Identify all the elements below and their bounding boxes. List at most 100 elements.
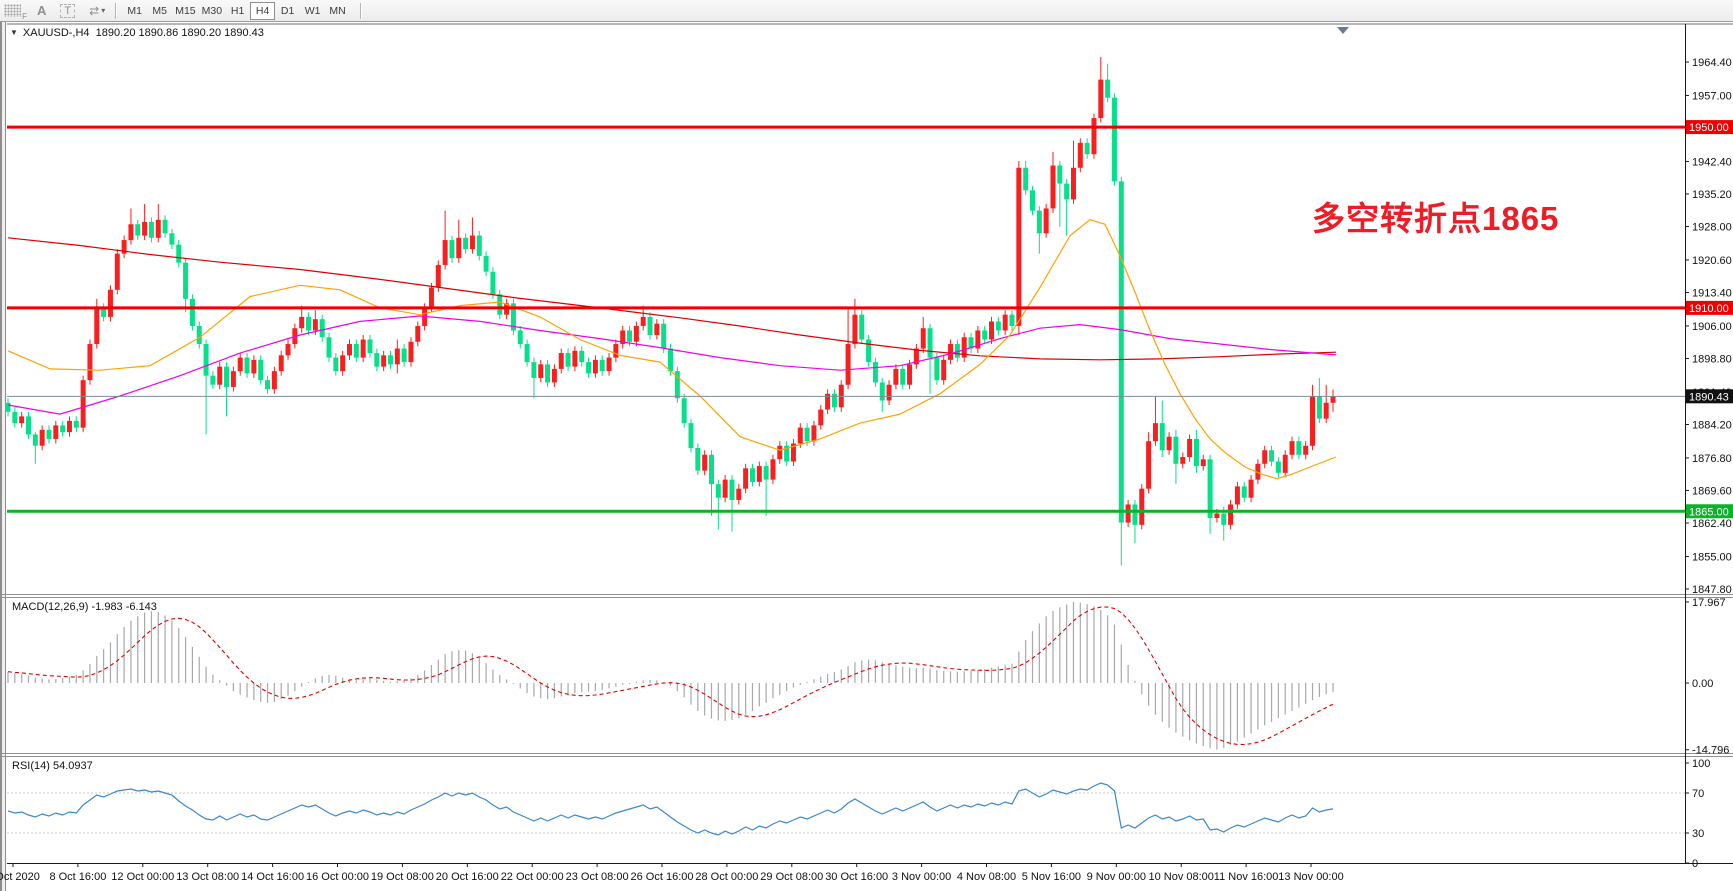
candle-up bbox=[1016, 167, 1022, 326]
candle-up bbox=[975, 330, 981, 349]
time-axis-label: 20 Oct 16:00 bbox=[436, 871, 499, 883]
candle-up bbox=[989, 321, 995, 340]
candle-up bbox=[237, 357, 243, 372]
macd-histogram-bar bbox=[1298, 683, 1300, 708]
timeframe-button-m30[interactable]: M30 bbox=[201, 5, 223, 17]
time-axis[interactable] bbox=[7, 863, 1685, 883]
timeframe-button-m1[interactable]: M1 bbox=[127, 5, 142, 17]
candle-down bbox=[934, 357, 940, 381]
candle-up bbox=[347, 344, 352, 356]
candle-down bbox=[1173, 436, 1179, 464]
candle-up bbox=[94, 307, 100, 345]
draw-arrows-icon[interactable]: ⇄ bbox=[89, 3, 99, 18]
candle-down bbox=[196, 325, 202, 345]
candle-up bbox=[1180, 457, 1186, 464]
candle-up bbox=[217, 366, 223, 385]
time-axis-label: 12 Oct 00:00 bbox=[111, 871, 174, 883]
candle-down bbox=[319, 319, 325, 338]
timeframe-button-d1[interactable]: D1 bbox=[280, 5, 295, 17]
candle-down bbox=[32, 434, 38, 446]
candle-down bbox=[162, 219, 168, 234]
candle-down bbox=[763, 466, 769, 480]
macd-histogram-bar bbox=[827, 673, 829, 683]
ohlc-collapse-arrow-icon[interactable]: ▼ bbox=[10, 28, 18, 37]
macd-panel[interactable] bbox=[7, 598, 1685, 753]
macd-histogram-bar bbox=[157, 612, 159, 683]
candle-up bbox=[340, 355, 346, 372]
macd-histogram-bar bbox=[710, 683, 713, 719]
macd-histogram-bar bbox=[144, 612, 146, 683]
candle-down bbox=[1009, 314, 1015, 326]
macd-histogram-bar bbox=[465, 650, 467, 683]
candle-up bbox=[1091, 118, 1097, 155]
candle-up bbox=[66, 420, 72, 433]
candle-down bbox=[579, 350, 585, 363]
macd-histogram-bar bbox=[485, 663, 487, 683]
timeframe-button-m15[interactable]: M15 bbox=[175, 5, 196, 17]
macd-histogram-bar bbox=[622, 683, 624, 685]
macd-histogram-bar bbox=[164, 615, 166, 683]
open-value: 1890.20 bbox=[95, 27, 136, 39]
macd-histogram-bar bbox=[362, 679, 364, 683]
candle-up bbox=[415, 325, 421, 342]
macd-histogram-bar bbox=[458, 650, 460, 683]
candle-up bbox=[572, 350, 578, 367]
candle-down bbox=[483, 255, 489, 272]
macd-histogram-bar bbox=[191, 646, 194, 683]
macd-histogram-bar bbox=[1229, 683, 1232, 746]
candle-down bbox=[1064, 183, 1070, 200]
dock-handle-icon[interactable]: F bbox=[4, 4, 27, 21]
candle-up bbox=[1303, 445, 1309, 455]
candle-down bbox=[1296, 441, 1302, 455]
candle-up bbox=[797, 427, 803, 444]
macd-histogram-bar bbox=[1079, 602, 1081, 683]
candle-up bbox=[756, 466, 762, 482]
dropdown-caret-icon[interactable]: ▾ bbox=[101, 6, 106, 15]
macd-histogram-bar bbox=[792, 683, 795, 688]
text-object-icon[interactable]: T bbox=[60, 3, 76, 18]
main-chart-panel[interactable] bbox=[7, 24, 1685, 594]
macd-histogram-bar bbox=[690, 683, 692, 705]
rsi-panel[interactable] bbox=[7, 757, 1685, 862]
candle-down bbox=[1132, 504, 1138, 525]
macd-histogram-bar bbox=[874, 660, 877, 683]
timeframe-button-h4[interactable]: H4 bbox=[250, 2, 276, 20]
candle-up bbox=[551, 368, 557, 383]
macd-histogram-bar bbox=[1202, 683, 1204, 747]
macd-histogram-bar bbox=[574, 683, 576, 693]
macd-histogram-bar bbox=[813, 679, 815, 683]
annotation-text[interactable]: 多空转折点1865 bbox=[1312, 200, 1560, 237]
candle-up bbox=[702, 454, 708, 471]
timeframe-button-h1[interactable]: H1 bbox=[230, 5, 245, 17]
candle-down bbox=[1275, 461, 1281, 473]
timeframe-button-m5[interactable]: M5 bbox=[152, 5, 167, 17]
candle-up bbox=[1043, 208, 1049, 234]
candle-down bbox=[224, 366, 230, 387]
macd-histogram-bar bbox=[103, 649, 105, 683]
candle-down bbox=[387, 355, 393, 365]
macd-histogram-bar bbox=[1127, 664, 1129, 683]
macd-histogram-bar bbox=[287, 683, 289, 696]
macd-histogram-bar bbox=[949, 671, 952, 683]
macd-histogram-bar bbox=[1120, 644, 1122, 683]
macd-histogram-bar bbox=[628, 683, 631, 684]
timeframe-button-w1[interactable]: W1 bbox=[304, 5, 321, 17]
macd-histogram-bar bbox=[1318, 683, 1320, 697]
macd-histogram-bar bbox=[171, 620, 173, 683]
macd-histogram-bar bbox=[724, 683, 726, 721]
macd-histogram-bar bbox=[75, 674, 77, 683]
macd-histogram-bar bbox=[915, 668, 917, 683]
macd-histogram-bar bbox=[14, 673, 16, 683]
macd-histogram-bar bbox=[758, 683, 760, 707]
timeframe-button-mn[interactable]: MN bbox=[329, 5, 346, 17]
candle-down bbox=[804, 427, 810, 442]
macd-histogram-bar bbox=[1182, 683, 1184, 737]
text-label-icon[interactable]: A bbox=[37, 3, 47, 18]
chart-shift-marker-icon[interactable] bbox=[1337, 27, 1349, 34]
price-axis[interactable] bbox=[1686, 24, 1733, 863]
macd-histogram-bar bbox=[21, 673, 23, 683]
candle-up bbox=[251, 359, 257, 374]
price-axis-label: 1942.40 bbox=[1692, 156, 1732, 168]
macd-histogram-bar bbox=[471, 653, 474, 683]
